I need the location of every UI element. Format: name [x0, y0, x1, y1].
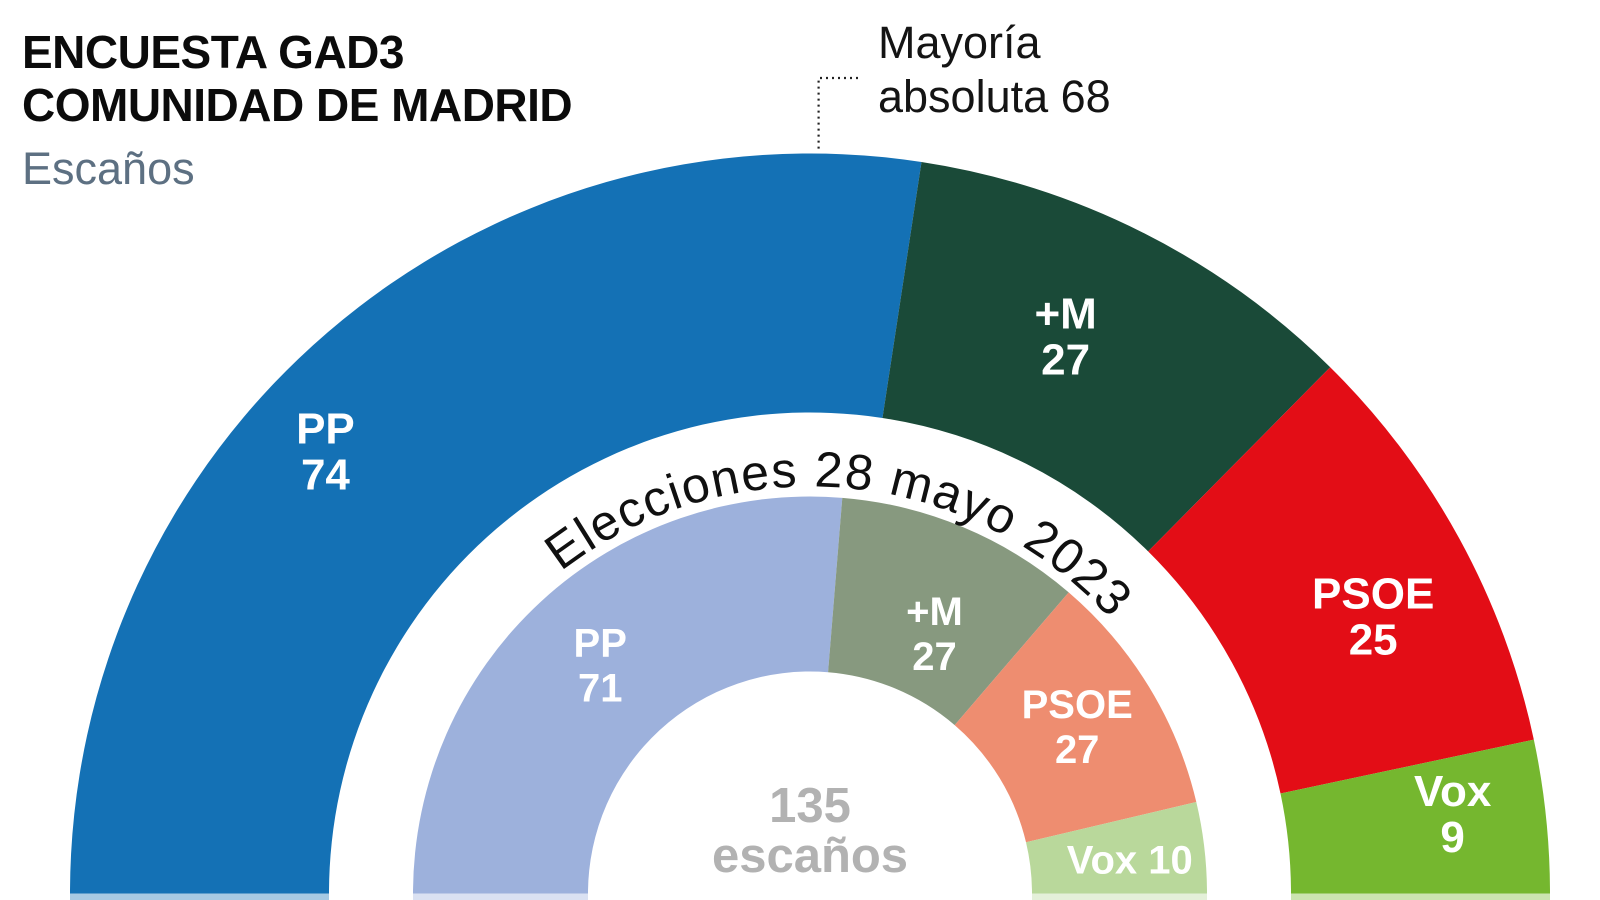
majority-annotation-line-1: Mayoría	[878, 17, 1041, 68]
segment-label-encuesta-gad3-vox-0: Vox	[1414, 767, 1492, 816]
page-title: ENCUESTA GAD3 COMUNIDAD DE MADRID	[22, 26, 573, 132]
segment-label-elecciones-2023-vox-0: Vox 10	[1067, 838, 1193, 882]
center-label-0: 135	[769, 779, 851, 833]
baseline-strip-encuesta-gad3-pp	[70, 893, 329, 900]
segment-elecciones-2023-vox	[1026, 801, 1207, 894]
segment-label-encuesta-gad3-plus-m-0: +M	[1034, 289, 1096, 338]
segment-encuesta-gad3-pp	[70, 153, 922, 894]
segment-encuesta-gad3-vox	[1280, 739, 1550, 894]
title-line-2: COMUNIDAD DE MADRID	[22, 79, 573, 131]
baseline-strip-elecciones-2023-pp	[413, 893, 588, 900]
segment-label-encuesta-gad3-pp-0: PP	[296, 405, 355, 454]
segment-label-encuesta-gad3-vox-1: 9	[1440, 813, 1464, 862]
segment-label-elecciones-2023-psoe-0: PSOE	[1022, 683, 1133, 727]
segment-elecciones-2023-pp	[413, 496, 843, 894]
segment-label-encuesta-gad3-plus-m-1: 27	[1041, 335, 1090, 384]
segment-encuesta-gad3-plus-m	[882, 161, 1331, 552]
chart-header: ENCUESTA GAD3 COMUNIDAD DE MADRID Escaño…	[22, 26, 573, 194]
segment-label-encuesta-gad3-pp-1: 74	[301, 451, 350, 500]
segment-label-elecciones-2023-pp-1: 71	[578, 666, 623, 710]
majority-annotation: Mayoría absoluta 68	[878, 16, 1111, 124]
segment-label-encuesta-gad3-psoe-0: PSOE	[1312, 569, 1434, 618]
baseline-strip-elecciones-2023-vox	[1032, 893, 1207, 900]
majority-connector-dotted-line	[817, 76, 858, 152]
segment-label-encuesta-gad3-psoe-1: 25	[1349, 615, 1398, 664]
chart-subtitle: Escaños	[22, 143, 195, 194]
segment-label-elecciones-2023-psoe-1: 27	[1055, 728, 1100, 772]
majority-annotation-line-2: absoluta 68	[878, 71, 1111, 122]
center-label-1: escaños	[712, 829, 908, 883]
segment-encuesta-gad3-psoe	[1148, 367, 1534, 794]
title-line-1: ENCUESTA GAD3	[22, 26, 404, 78]
baseline-strip-encuesta-gad3-vox	[1291, 893, 1550, 900]
segment-elecciones-2023-plus-m	[828, 497, 1069, 726]
segment-label-elecciones-2023-plus-m-1: 27	[912, 635, 957, 679]
segment-elecciones-2023-psoe	[954, 592, 1197, 843]
segment-label-elecciones-2023-plus-m-0: +M	[906, 590, 963, 634]
segment-label-elecciones-2023-pp-0: PP	[574, 621, 627, 665]
